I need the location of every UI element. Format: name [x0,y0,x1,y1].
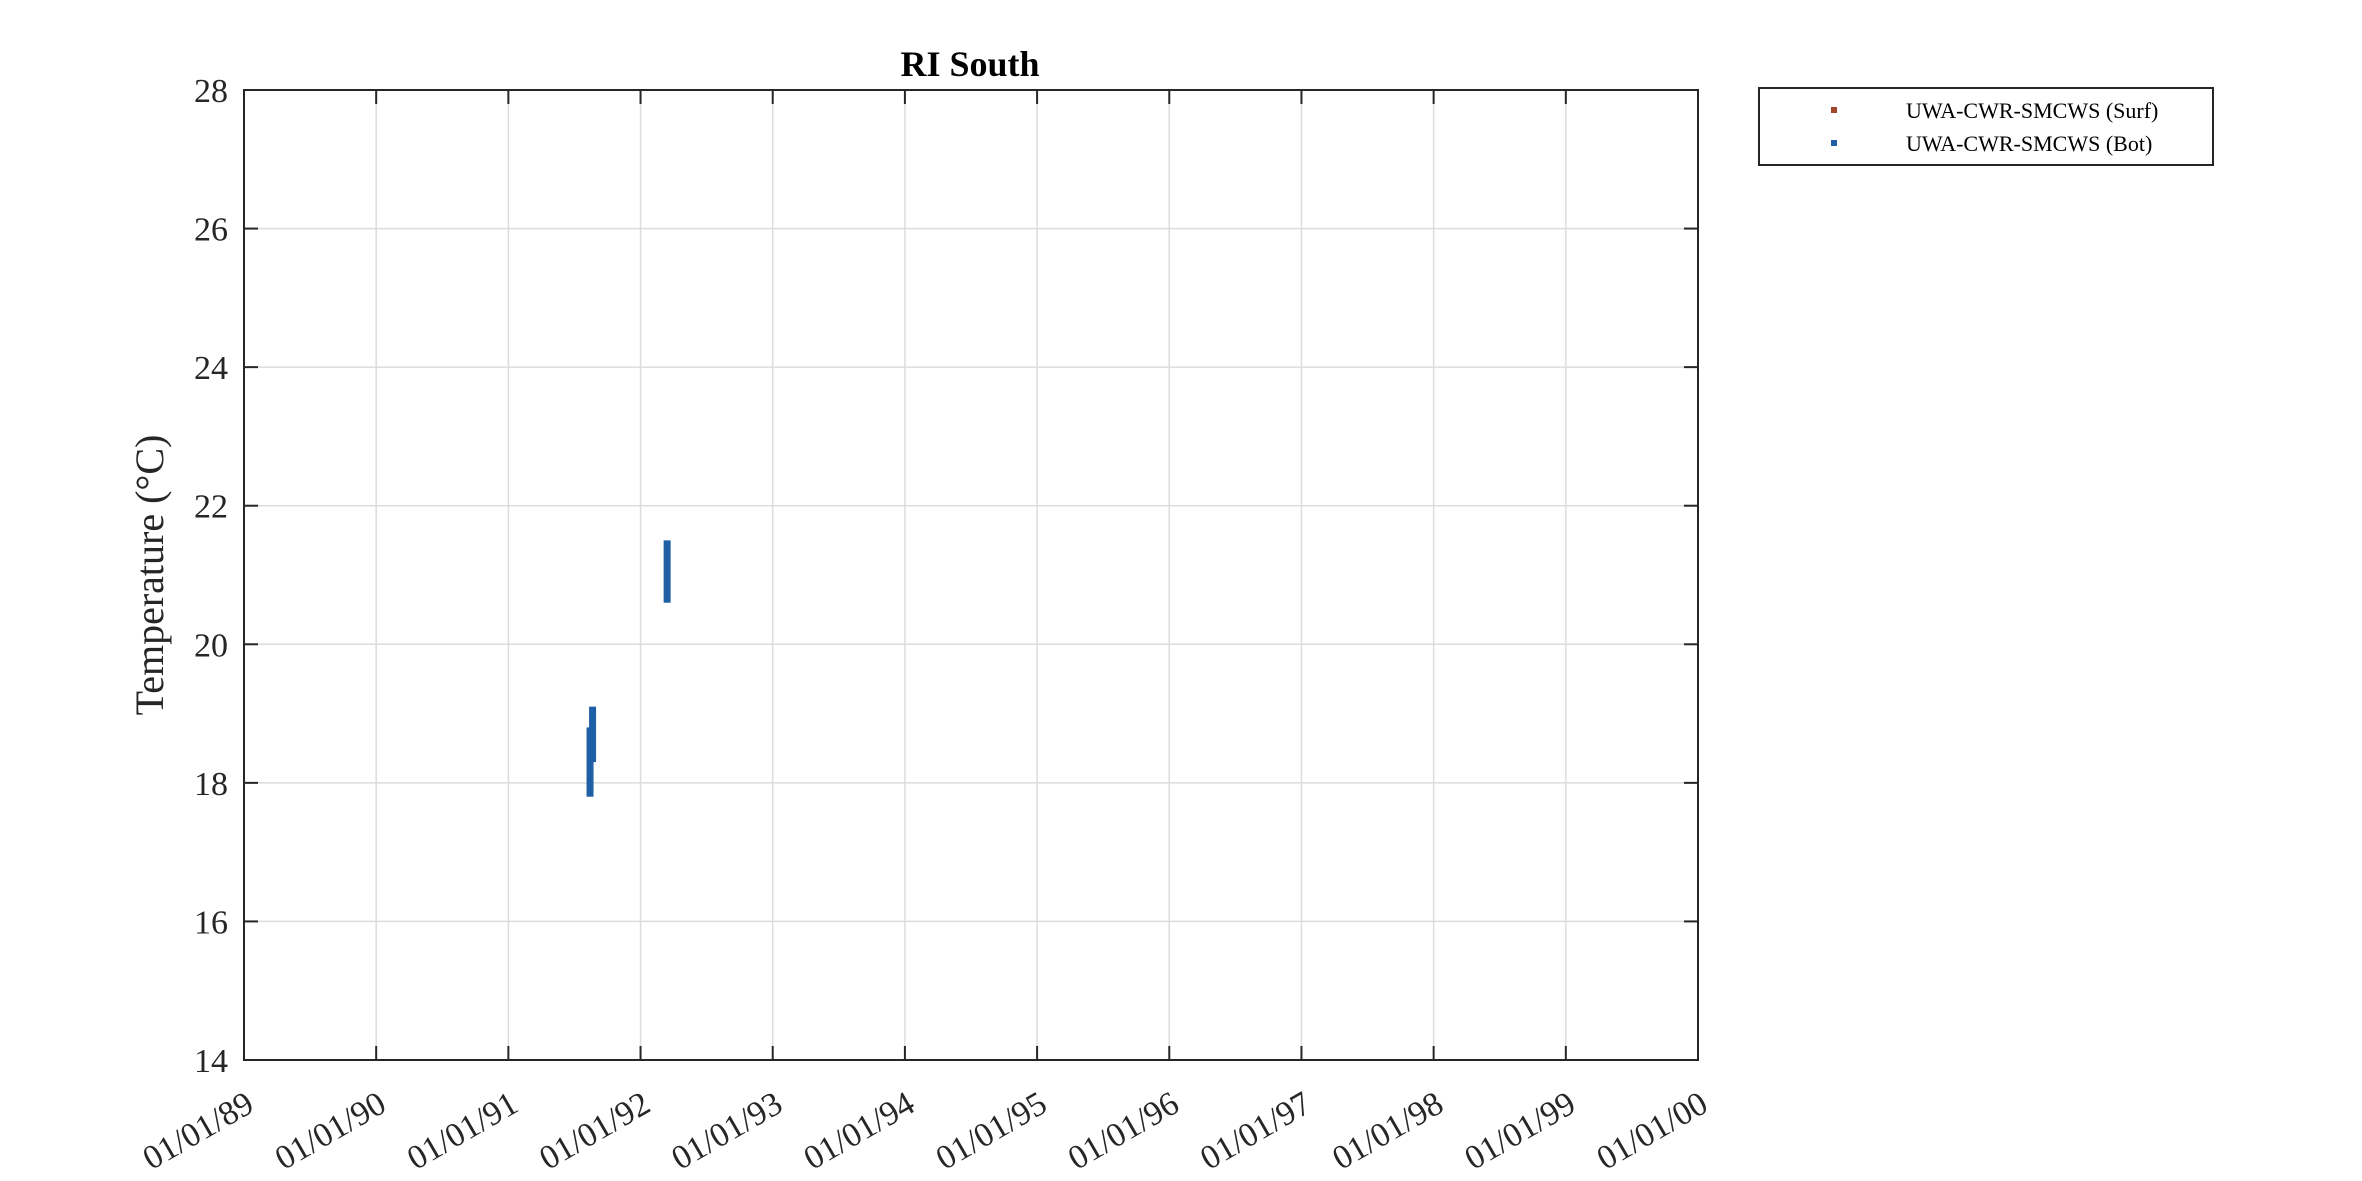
y-tick-label: 22 [194,489,228,526]
y-tick-label: 16 [194,904,228,941]
y-tick-label: 26 [194,212,228,249]
legend-marker-surf [1831,107,1837,113]
data-mark-bot [589,706,597,763]
legend-box [1758,87,2214,166]
x-tick-label: 01/01/98 [1326,1085,1449,1177]
y-tick-label: 14 [194,1043,228,1080]
x-tick-label: 01/01/99 [1459,1085,1582,1177]
y-axis-label: Temperature (°C) [127,435,172,716]
plot-area [243,89,1699,1061]
y-tick-label: 28 [194,73,228,110]
x-tick-label: 01/01/00 [1591,1085,1714,1177]
x-tick-label: 01/01/89 [137,1085,260,1177]
x-tick-label: 01/01/95 [930,1085,1053,1177]
data-mark-bot [663,540,671,603]
legend-label-surf: UWA-CWR-SMCWS (Surf) [1906,98,2158,123]
x-tick-label: 01/01/97 [1194,1085,1317,1177]
x-tick-label: 01/01/90 [269,1085,392,1177]
legend: UWA-CWR-SMCWS (Surf) UWA-CWR-SMCWS (Bot) [1758,87,2214,166]
legend-marker-bot [1831,140,1837,146]
grid [244,90,1698,1060]
y-tick-label: 20 [194,627,228,664]
x-tick-label: 01/01/93 [666,1085,789,1177]
y-tick-label: 24 [194,350,228,387]
data-marks [586,540,671,797]
x-tick-label: 01/01/91 [401,1085,524,1177]
legend-label-bot: UWA-CWR-SMCWS (Bot) [1906,131,2152,156]
x-tick-label: 01/01/96 [1062,1085,1185,1177]
y-tick-label: 18 [194,766,228,803]
x-tick-label: 01/01/92 [533,1085,656,1177]
x-tick-label: 01/01/94 [798,1085,921,1177]
axis-ticks: 01/01/89 01/01/90 01/01/91 01/01/92 01/01/93… [137,73,1714,1177]
chart-title: RI South [900,44,1039,84]
